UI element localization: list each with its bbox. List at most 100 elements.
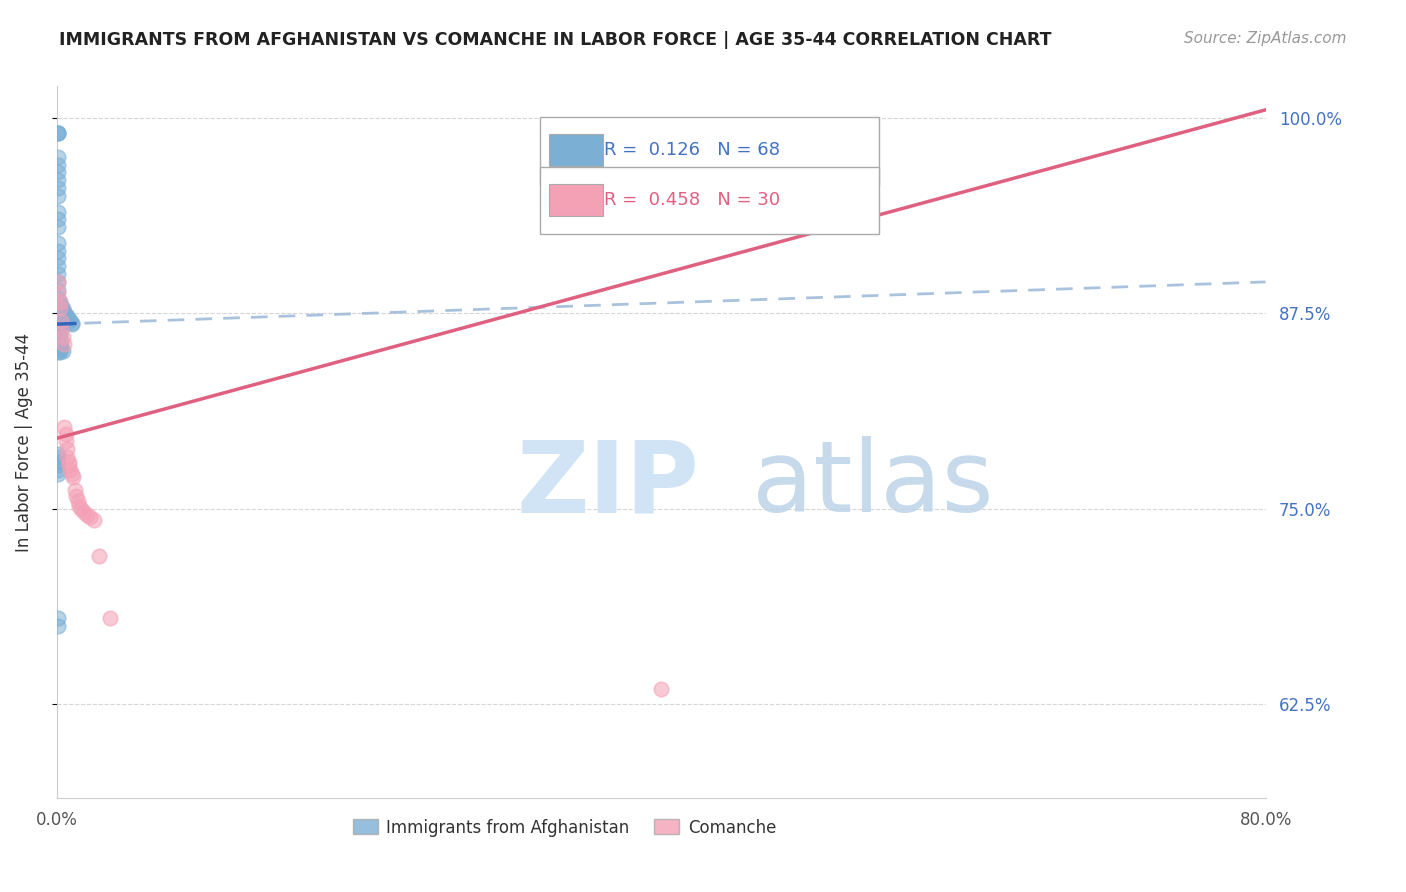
Point (48, 342, 70, 356)
Point (46, 189, 69, 203)
Point (76, 508, 98, 522)
Point (46, 244, 69, 258)
Point (67, 499, 90, 513)
Point (48, 306, 70, 320)
Point (52, 310, 75, 324)
Point (46, 220, 69, 235)
Point (52, 343, 75, 358)
Point (49, 314, 72, 328)
Point (48, 345, 70, 359)
Point (55, 426, 77, 441)
Point (52, 314, 75, 328)
Point (48, 329, 70, 343)
Point (60, 317, 83, 331)
Point (48, 301, 70, 316)
Point (49, 342, 72, 356)
Point (46, 334, 69, 349)
Point (46, 252, 69, 266)
Point (73, 505, 96, 519)
Point (53, 310, 76, 325)
Point (98, 611, 121, 625)
Point (48, 298, 70, 312)
Point (46, 467, 69, 482)
Point (66, 494, 89, 508)
Point (49, 337, 72, 351)
Point (46, 158, 69, 172)
Point (46, 150, 69, 164)
Point (46, 458, 69, 472)
Point (46, 204, 69, 219)
Point (58, 455, 80, 469)
Point (48, 310, 70, 324)
Point (52, 329, 75, 343)
Point (46, 611, 69, 625)
Point (48, 317, 70, 331)
Point (46, 342, 69, 356)
Point (49, 322, 72, 336)
Point (46, 126, 69, 140)
Point (49, 306, 72, 320)
Point (53, 420, 76, 434)
Point (46, 126, 69, 140)
Point (48, 322, 70, 336)
Point (46, 267, 69, 281)
Point (48, 301, 70, 316)
Point (49, 314, 72, 328)
FancyBboxPatch shape (548, 134, 603, 166)
Point (53, 337, 76, 351)
Point (48, 295, 70, 310)
Point (53, 308, 76, 322)
Point (46, 235, 69, 250)
Point (48, 326, 70, 341)
Point (48, 337, 70, 351)
Point (55, 308, 77, 322)
Y-axis label: In Labor Force | Age 35-44: In Labor Force | Age 35-44 (15, 333, 32, 552)
Point (52, 301, 75, 316)
Legend: Immigrants from Afghanistan, Comanche: Immigrants from Afghanistan, Comanche (346, 812, 783, 843)
Point (49, 310, 72, 325)
Point (59, 462, 82, 476)
Point (56, 442, 79, 457)
Point (52, 306, 75, 320)
Point (48, 314, 70, 328)
Point (65, 489, 87, 503)
Point (69, 501, 91, 516)
Point (55, 434, 77, 449)
Point (62, 470, 84, 484)
Point (46, 173, 69, 187)
Point (58, 312, 80, 326)
Point (46, 337, 69, 351)
Point (87, 549, 110, 563)
Point (49, 317, 72, 331)
Point (46, 291, 69, 305)
Point (48, 295, 70, 310)
Point (56, 310, 79, 324)
Point (60, 316, 83, 330)
Point (63, 483, 86, 497)
Point (46, 275, 69, 289)
Point (49, 301, 72, 316)
Point (46, 165, 69, 179)
Point (46, 462, 69, 476)
Point (46, 345, 69, 359)
Text: atlas: atlas (752, 436, 994, 533)
Point (46, 447, 69, 461)
Point (650, 681, 672, 696)
Text: Source: ZipAtlas.com: Source: ZipAtlas.com (1184, 31, 1347, 46)
Text: ZIP: ZIP (516, 436, 699, 533)
Point (49, 322, 72, 336)
Point (56, 450, 79, 464)
Text: R =  0.126   N = 68: R = 0.126 N = 68 (605, 142, 780, 160)
Point (46, 212, 69, 227)
Point (46, 275, 69, 289)
Point (46, 283, 69, 297)
Point (46, 455, 69, 469)
Point (83, 513, 105, 527)
Point (59, 314, 82, 328)
Point (46, 181, 69, 195)
FancyBboxPatch shape (548, 184, 603, 216)
Point (58, 458, 80, 472)
Point (46, 285, 69, 300)
Text: IMMIGRANTS FROM AFGHANISTAN VS COMANCHE IN LABOR FORCE | AGE 35-44 CORRELATION C: IMMIGRANTS FROM AFGHANISTAN VS COMANCHE … (59, 31, 1052, 49)
FancyBboxPatch shape (540, 167, 879, 235)
